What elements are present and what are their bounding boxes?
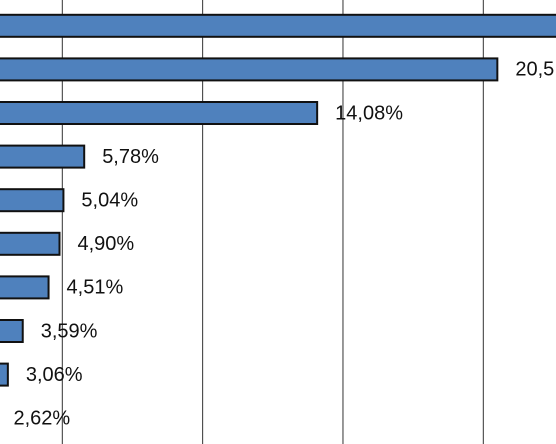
bar	[0, 275, 50, 300]
value-label: 3,06%	[26, 364, 83, 386]
value-label: 5,78%	[102, 146, 159, 168]
bar	[0, 188, 65, 213]
bar	[0, 13, 556, 38]
value-label: 4,90%	[78, 233, 135, 255]
value-label: 14,08%	[335, 102, 403, 124]
value-label: 3,59%	[41, 320, 98, 342]
value-label: 2,62%	[14, 407, 71, 429]
bar	[0, 144, 86, 169]
bar	[0, 231, 61, 256]
bar	[0, 57, 499, 82]
bar	[0, 101, 319, 125]
value-label: 4,51%	[67, 277, 124, 299]
value-label: 5,04%	[81, 189, 138, 211]
bar	[0, 362, 9, 387]
bar	[0, 319, 24, 343]
value-label: 20,5	[515, 59, 554, 81]
